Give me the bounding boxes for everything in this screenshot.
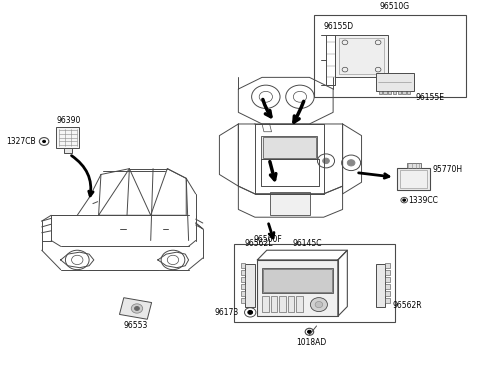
Text: 1327CB: 1327CB [6,137,36,146]
Text: 96155D: 96155D [324,22,354,31]
Text: 96553: 96553 [123,321,148,330]
Bar [385,270,390,275]
Bar [407,91,410,94]
Text: 96562L: 96562L [244,239,273,248]
Bar [376,73,414,91]
Text: 95770H: 95770H [432,165,463,174]
Circle shape [403,199,406,201]
Bar [64,148,72,153]
Bar [261,136,317,159]
Bar [234,244,395,322]
Text: 96562R: 96562R [392,301,422,310]
Bar [296,296,303,312]
Bar [262,296,269,312]
Bar [339,38,384,74]
Bar [279,296,286,312]
Bar [241,270,245,275]
Text: 96560F: 96560F [254,235,283,244]
Circle shape [248,310,252,314]
Bar [376,264,385,307]
Text: 96173: 96173 [214,308,239,317]
Bar [393,91,396,94]
Bar [120,298,152,319]
Bar [385,277,390,282]
Bar [384,91,387,94]
Bar [257,260,338,316]
Circle shape [134,307,139,310]
Bar [263,137,315,158]
Bar [385,263,390,268]
Bar [245,264,255,307]
Bar [407,163,421,168]
Bar [271,296,277,312]
Bar [402,91,406,94]
Bar [241,298,245,303]
Text: 96390: 96390 [57,116,81,125]
Bar [241,284,245,289]
Bar [262,268,333,293]
Circle shape [348,160,355,166]
Bar [385,284,390,289]
Bar [314,15,466,97]
Text: 96510G: 96510G [380,2,410,11]
Text: 1018AD: 1018AD [297,338,327,347]
Bar [397,168,430,191]
Bar [288,296,294,312]
Bar [388,91,391,94]
Bar [336,34,388,77]
Text: 1339CC: 1339CC [408,196,438,205]
Bar [385,298,390,303]
Circle shape [315,301,323,308]
Bar [241,291,245,296]
Circle shape [43,140,46,143]
Circle shape [311,298,327,312]
Bar [397,91,401,94]
Bar [270,192,310,215]
Circle shape [131,304,143,313]
Circle shape [308,330,312,333]
Bar [57,127,79,148]
Bar [400,170,427,188]
Bar [379,91,382,94]
Bar [241,263,245,268]
Bar [264,269,332,292]
Bar [241,277,245,282]
Bar [385,291,390,296]
Text: 96145C: 96145C [292,239,322,248]
Circle shape [323,158,329,163]
Text: 96155E: 96155E [416,93,444,102]
